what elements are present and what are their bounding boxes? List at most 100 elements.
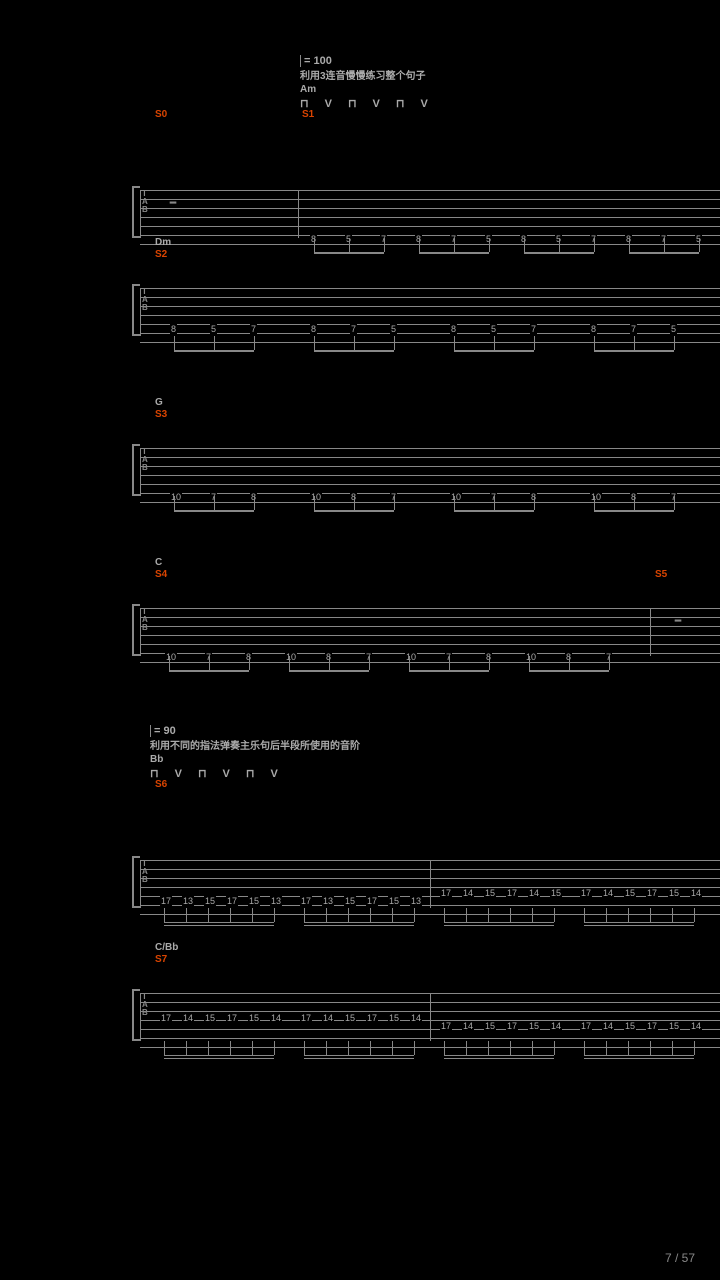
fret-number: 15 (668, 1021, 680, 1031)
section-marker: S7 (155, 954, 167, 965)
fret-number: 13 (322, 896, 334, 906)
beam (584, 922, 694, 936)
section-marker: S0 (155, 109, 167, 120)
barline (140, 190, 141, 238)
beam (314, 510, 394, 520)
fret-number: 8 (590, 324, 597, 334)
fret-number: 14 (182, 1013, 194, 1023)
beam (174, 510, 254, 520)
tab-clef: TAB (142, 448, 148, 472)
fret-number: 17 (506, 1021, 518, 1031)
fret-number: 13 (270, 896, 282, 906)
stroke-direction-row: ⊓V⊓V⊓V (300, 97, 720, 110)
fret-number: 14 (602, 888, 614, 898)
fret-number: 5 (490, 324, 497, 334)
beam (454, 510, 534, 520)
section-marker: S5 (655, 569, 667, 580)
beam (304, 922, 414, 936)
fret-number: 15 (388, 1013, 400, 1023)
fret-number: 17 (580, 1021, 592, 1031)
chord-label: G (155, 397, 720, 408)
beam (289, 670, 369, 680)
barline (140, 288, 141, 336)
staff-bracket (132, 284, 140, 336)
fret-number: 8 (170, 324, 177, 334)
fret-number: 8 (450, 324, 457, 334)
fret-number: 17 (366, 1013, 378, 1023)
fret-number: 15 (204, 1013, 216, 1023)
fret-number: 10 (310, 492, 322, 502)
fret-number: 15 (344, 1013, 356, 1023)
fret-number: 17 (160, 896, 172, 906)
fret-number: 15 (388, 896, 400, 906)
tab-section: C/BbS7TAB1714151715141714151715141714151… (140, 940, 720, 1019)
fret-number: 14 (690, 888, 702, 898)
beam (174, 350, 254, 360)
beam (409, 670, 489, 680)
fret-number: 17 (646, 888, 658, 898)
barline (430, 993, 431, 1041)
fret-number: 15 (528, 1021, 540, 1031)
tab-section: = 100利用3连音慢慢练习整个句子Am⊓V⊓V⊓VS0S1TAB━857875… (140, 55, 720, 176)
fret-number: 17 (440, 888, 452, 898)
fret-number: 17 (646, 1021, 658, 1031)
fret-number: 17 (300, 896, 312, 906)
fret-number: 14 (462, 888, 474, 898)
tab-clef: TAB (142, 608, 148, 632)
staff-bracket (132, 856, 140, 908)
barline (298, 190, 299, 238)
tab-clef: TAB (142, 993, 148, 1017)
fret-number: 10 (165, 652, 177, 662)
fret-number: 10 (450, 492, 462, 502)
beam (164, 1055, 274, 1069)
beam (164, 922, 274, 936)
tempo-marking: = 90 (150, 725, 720, 737)
tab-section: GS3TAB1078108710781087 (140, 395, 720, 474)
fret-number: 17 (366, 896, 378, 906)
fret-number: 15 (668, 888, 680, 898)
tab-staff: TAB1078108710781087 (140, 440, 720, 500)
staff-bracket (132, 444, 140, 496)
fret-number: 10 (525, 652, 537, 662)
barline (650, 608, 651, 656)
section-marker: S4 (155, 569, 167, 580)
barline (140, 608, 141, 656)
beam (444, 922, 554, 936)
chord-label: Am (300, 84, 720, 95)
staff-bracket (132, 989, 140, 1041)
fret-number: 7 (630, 324, 637, 334)
fret-number: 17 (226, 896, 238, 906)
section-marker: S1 (302, 109, 314, 120)
instruction-text: 利用3连音慢慢练习整个句子 (300, 67, 720, 82)
page-counter: 7 / 57 (665, 1251, 695, 1265)
fret-number: 14 (322, 1013, 334, 1023)
section-marker: S2 (155, 249, 167, 260)
fret-number: 14 (690, 1021, 702, 1031)
fret-number: 14 (410, 1013, 422, 1023)
stroke-direction-row: ⊓V⊓V⊓V (150, 767, 720, 780)
chord-label: Dm (155, 237, 720, 248)
beam (594, 510, 674, 520)
fret-number: 5 (390, 324, 397, 334)
section-marker: S6 (155, 779, 167, 790)
barline (140, 993, 141, 1041)
beam (584, 1055, 694, 1069)
fret-number: 7 (530, 324, 537, 334)
fret-number: 7 (250, 324, 257, 334)
fret-number: 10 (170, 492, 182, 502)
fret-number: 8 (310, 324, 317, 334)
fret-number: 14 (550, 1021, 562, 1031)
fret-number: 15 (344, 896, 356, 906)
instruction-text: 利用不同的指法弹奏主乐句后半段所使用的音阶 (150, 737, 720, 752)
beam (314, 350, 394, 360)
tab-section: = 90利用不同的指法弹奏主乐句后半段所使用的音阶Bb⊓V⊓V⊓VS6TAB17… (140, 725, 720, 846)
rest-symbol: ━ (675, 616, 681, 627)
tab-staff: TAB857875857875 (140, 280, 720, 340)
fret-number: 14 (270, 1013, 282, 1023)
beam (304, 1055, 414, 1069)
barline (430, 860, 431, 908)
beam (594, 350, 674, 360)
fret-number: 15 (248, 896, 260, 906)
beam (454, 350, 534, 360)
tab-staff: TAB1713151715131713151715131714151714151… (140, 852, 720, 912)
